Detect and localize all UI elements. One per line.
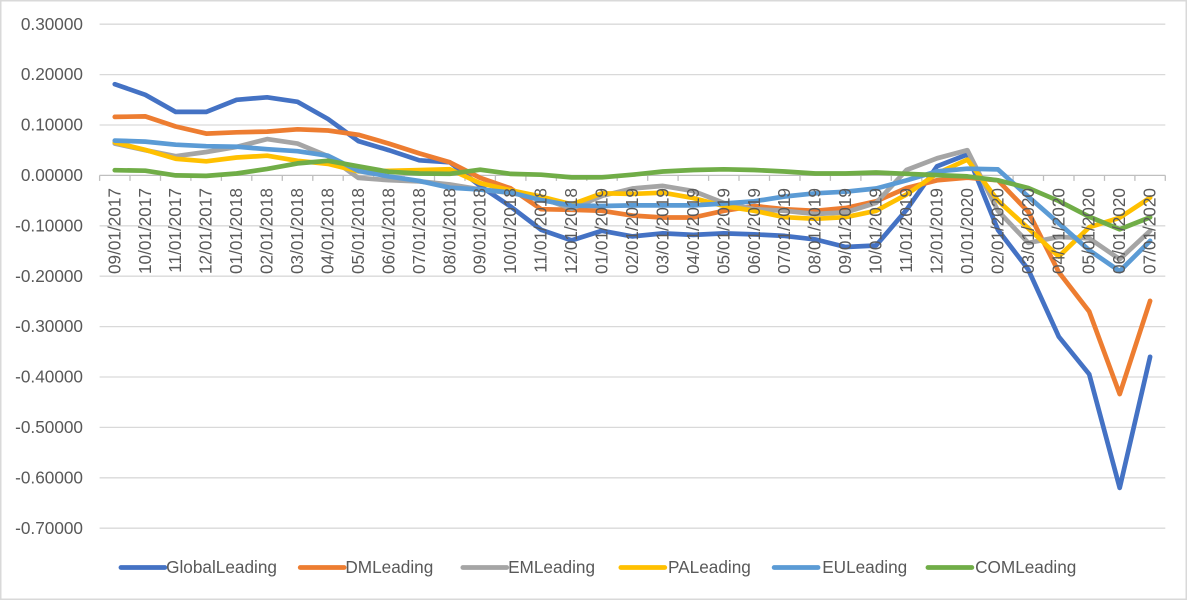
svg-text:11/01/2018: 11/01/2018 <box>531 188 551 273</box>
svg-text:-0.30000: -0.30000 <box>15 316 83 336</box>
svg-text:03/01/2018: 03/01/2018 <box>287 188 307 274</box>
svg-text:06/01/2019: 06/01/2019 <box>744 188 764 274</box>
svg-text:01/01/2019: 01/01/2019 <box>592 188 612 274</box>
svg-text:COMLeading: COMLeading <box>975 557 1076 577</box>
svg-text:12/01/2019: 12/01/2019 <box>927 188 947 274</box>
svg-text:06/01/2020: 06/01/2020 <box>1109 188 1129 274</box>
svg-text:02/01/2020: 02/01/2020 <box>987 188 1007 274</box>
svg-text:03/01/2019: 03/01/2019 <box>652 188 672 274</box>
svg-text:0.10000: 0.10000 <box>21 115 83 135</box>
svg-text:GlobalLeading: GlobalLeading <box>166 557 277 577</box>
svg-text:EULeading: EULeading <box>822 557 907 577</box>
svg-text:DMLeading: DMLeading <box>345 557 433 577</box>
svg-text:0.20000: 0.20000 <box>21 64 83 84</box>
svg-text:04/01/2018: 04/01/2018 <box>318 188 338 274</box>
svg-text:08/01/2018: 08/01/2018 <box>439 188 459 274</box>
svg-text:01/01/2018: 01/01/2018 <box>226 188 246 274</box>
svg-text:07/01/2019: 07/01/2019 <box>774 188 794 274</box>
svg-text:11/01/2019: 11/01/2019 <box>896 188 916 273</box>
svg-text:05/01/2019: 05/01/2019 <box>713 188 733 274</box>
svg-text:-0.20000: -0.20000 <box>15 266 83 286</box>
svg-text:10/01/2018: 10/01/2018 <box>500 188 520 274</box>
svg-text:09/01/2018: 09/01/2018 <box>470 188 490 274</box>
svg-text:03/01/2020: 03/01/2020 <box>1018 188 1038 274</box>
svg-text:02/01/2019: 02/01/2019 <box>622 188 642 274</box>
svg-text:05/01/2018: 05/01/2018 <box>348 188 368 274</box>
svg-text:-0.50000: -0.50000 <box>15 417 83 437</box>
svg-text:0.30000: 0.30000 <box>21 14 83 34</box>
svg-text:02/01/2018: 02/01/2018 <box>257 188 277 274</box>
svg-text:10/01/2019: 10/01/2019 <box>866 188 886 274</box>
svg-text:-0.60000: -0.60000 <box>15 467 83 487</box>
svg-text:11/01/2017: 11/01/2017 <box>165 188 185 273</box>
svg-text:-0.70000: -0.70000 <box>15 518 83 538</box>
svg-text:PALeading: PALeading <box>668 557 751 577</box>
svg-text:-0.10000: -0.10000 <box>15 215 83 235</box>
svg-text:04/01/2019: 04/01/2019 <box>683 188 703 274</box>
svg-text:07/01/2020: 07/01/2020 <box>1140 188 1160 274</box>
svg-text:09/01/2017: 09/01/2017 <box>104 188 124 274</box>
svg-text:EMLeading: EMLeading <box>508 557 595 577</box>
svg-text:08/01/2019: 08/01/2019 <box>805 188 825 274</box>
svg-text:04/01/2020: 04/01/2020 <box>1048 188 1068 274</box>
svg-text:09/01/2019: 09/01/2019 <box>835 188 855 274</box>
svg-text:0.00000: 0.00000 <box>21 165 83 185</box>
svg-text:05/01/2020: 05/01/2020 <box>1079 188 1099 274</box>
svg-text:07/01/2018: 07/01/2018 <box>409 188 429 274</box>
svg-text:01/01/2020: 01/01/2020 <box>957 188 977 274</box>
svg-text:12/01/2018: 12/01/2018 <box>561 188 581 274</box>
svg-text:12/01/2017: 12/01/2017 <box>196 188 216 274</box>
svg-text:-0.40000: -0.40000 <box>15 367 83 387</box>
svg-text:06/01/2018: 06/01/2018 <box>378 188 398 274</box>
svg-text:10/01/2017: 10/01/2017 <box>135 188 155 274</box>
